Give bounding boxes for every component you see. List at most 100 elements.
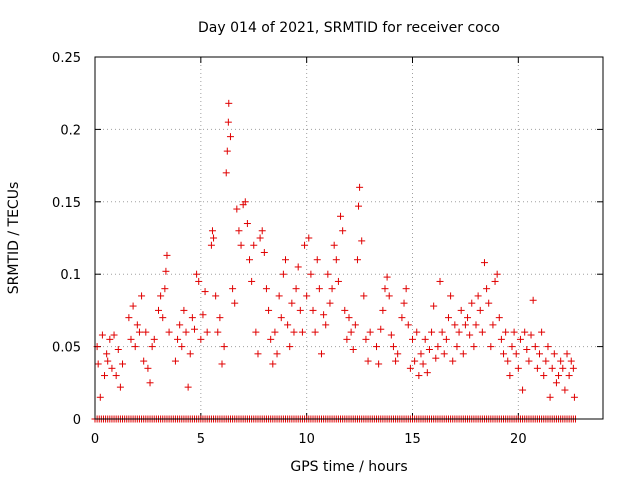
data-point: [565, 372, 573, 380]
data-point: [358, 237, 366, 245]
data-point: [476, 306, 484, 314]
data-point: [480, 259, 488, 267]
data-point: [436, 277, 444, 285]
data-point: [538, 328, 546, 336]
axis-ticks: 0 5 10 15 20 0 0.05 0.1 0.15 0.2 0.25: [52, 51, 603, 447]
data-point: [148, 343, 156, 351]
data-point: [106, 335, 114, 343]
data-point: [201, 288, 209, 296]
data-point: [110, 331, 118, 339]
data-point: [523, 345, 531, 353]
data-point: [339, 227, 347, 235]
data-point: [345, 314, 353, 322]
data-point: [555, 372, 563, 380]
data-point: [449, 357, 457, 365]
data-point: [101, 372, 109, 380]
data-point: [550, 350, 558, 358]
data-point: [292, 285, 300, 293]
data-point: [421, 335, 429, 343]
data-point: [214, 328, 222, 336]
data-point: [527, 331, 535, 339]
data-point: [457, 306, 465, 314]
data-point: [252, 328, 260, 336]
plot-frame: [94, 56, 604, 420]
x-tick-label: 15: [404, 432, 421, 447]
data-point: [273, 350, 281, 358]
data-point: [294, 263, 302, 271]
data-point: [162, 267, 170, 275]
data-point: [320, 311, 328, 319]
data-point: [207, 241, 215, 249]
data-point: [96, 393, 104, 401]
data-point: [296, 306, 304, 314]
data-point: [381, 285, 389, 293]
data-point: [373, 343, 381, 351]
data-point: [332, 256, 340, 264]
data-point: [129, 302, 137, 310]
data-point: [184, 383, 192, 391]
data-point: [444, 314, 452, 322]
data-point: [466, 331, 474, 339]
data-point: [483, 285, 491, 293]
y-tick-label: 0.1: [60, 268, 81, 283]
data-point: [195, 277, 203, 285]
data-point: [271, 328, 279, 336]
data-point: [290, 328, 298, 336]
data-point: [561, 386, 569, 394]
data-point: [569, 364, 577, 372]
data-point: [114, 345, 122, 353]
data-point: [103, 350, 111, 358]
data-point: [334, 277, 342, 285]
data-point: [487, 343, 495, 351]
y-tick-label: 0: [73, 413, 81, 428]
data-point: [366, 328, 374, 336]
data-point: [521, 328, 529, 336]
data-point: [157, 292, 165, 300]
data-point: [250, 241, 258, 249]
data-point: [104, 357, 112, 365]
y-axis-label: SRMTID / TECUs: [6, 182, 22, 295]
data-point: [208, 227, 216, 235]
data-point: [394, 350, 402, 358]
data-point: [288, 299, 296, 307]
data-point: [400, 299, 408, 307]
data-point: [231, 299, 239, 307]
data-point: [216, 314, 224, 322]
data-point: [478, 328, 486, 336]
data-point: [260, 248, 268, 256]
data-point: [229, 285, 237, 293]
data-point: [146, 379, 154, 387]
data-point: [119, 360, 127, 368]
data-point: [254, 350, 262, 358]
data-point: [362, 335, 370, 343]
data-point: [510, 328, 518, 336]
data-point: [379, 306, 387, 314]
data-point: [355, 202, 363, 210]
data-point: [315, 285, 323, 293]
data-point: [199, 311, 207, 319]
data-point: [546, 393, 554, 401]
data-point: [337, 212, 345, 220]
data-point: [328, 285, 336, 293]
data-point: [265, 306, 273, 314]
data-point: [282, 256, 289, 264]
data-point: [423, 369, 431, 377]
data-point: [415, 372, 423, 380]
data-point: [341, 306, 349, 314]
data-point: [531, 343, 539, 351]
data-point: [548, 364, 556, 372]
data-point: [464, 314, 472, 322]
data-point: [428, 328, 436, 336]
data-point: [485, 299, 493, 307]
data-point: [442, 335, 450, 343]
data-point: [508, 343, 516, 351]
data-point: [500, 350, 508, 358]
data-point: [324, 270, 332, 278]
data-point: [364, 357, 372, 365]
data-point: [432, 354, 440, 362]
data-point: [434, 343, 442, 351]
data-point: [447, 292, 455, 300]
data-point: [161, 285, 169, 293]
data-point: [182, 328, 190, 336]
